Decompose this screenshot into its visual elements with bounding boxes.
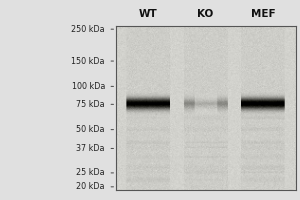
Text: 20 kDa: 20 kDa	[76, 182, 105, 191]
Text: 100 kDa: 100 kDa	[71, 82, 105, 91]
Text: 25 kDa: 25 kDa	[76, 168, 105, 177]
Text: KO: KO	[197, 9, 214, 19]
Text: 75 kDa: 75 kDa	[76, 100, 105, 109]
Text: MEF: MEF	[251, 9, 275, 19]
Text: 150 kDa: 150 kDa	[71, 57, 105, 66]
Text: 37 kDa: 37 kDa	[76, 144, 105, 153]
Text: 50 kDa: 50 kDa	[76, 125, 105, 134]
Text: WT: WT	[139, 9, 157, 19]
Text: 250 kDa: 250 kDa	[71, 25, 105, 34]
